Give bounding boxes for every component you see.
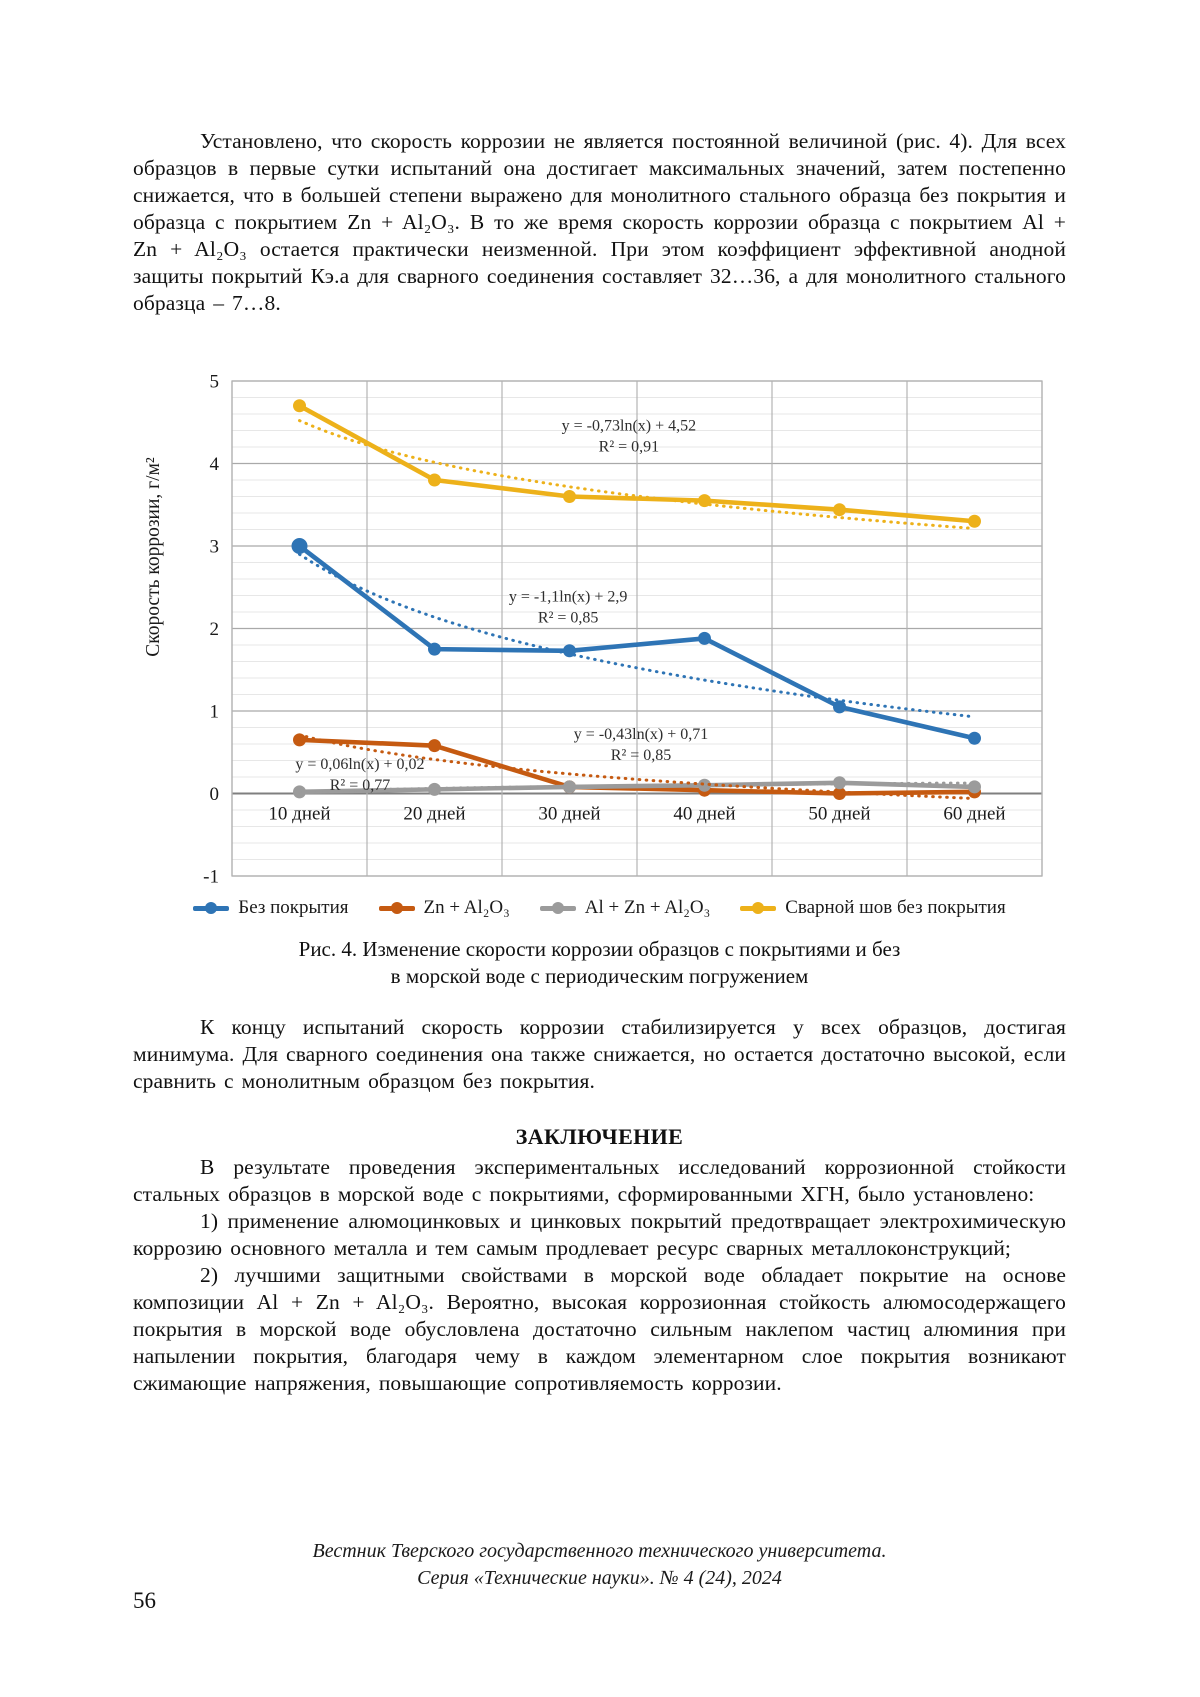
svg-text:5: 5 <box>210 372 220 393</box>
legend-marker-icon <box>740 902 777 915</box>
svg-text:60 дней: 60 дней <box>943 804 1005 825</box>
svg-text:y = -0,73ln(x) + 4,52: y = -0,73ln(x) + 4,52 <box>562 418 696 435</box>
conclusion-intro: В результате проведения экспериментальны… <box>133 1155 1066 1206</box>
legend-item-zn-al2o3: Zn + Al₂O₃ <box>378 897 510 919</box>
journal-title: Вестник Тверского государственного техни… <box>312 1540 887 1562</box>
figure-caption-line-2: в морской воде с периодическим погружени… <box>390 964 809 988</box>
legend-marker-icon <box>378 902 415 915</box>
gridlines <box>231 380 1043 877</box>
svg-text:40 дней: 40 дней <box>673 804 735 825</box>
legend-marker-icon <box>539 902 576 915</box>
figure-4: -1 0 1 2 3 4 5 10 дней 20 дней 30 дней 40 дней 50 д… <box>133 342 1066 937</box>
svg-text:y = -0,43ln(x) + 0,71: y = -0,43ln(x) + 0,71 <box>574 726 708 743</box>
chart-legend: Без покрытия Zn + Al₂O₃ Al + Zn + Al₂O₃ … <box>133 897 1066 919</box>
conclusion-heading: ЗАКЛЮЧЕНИЕ <box>515 1124 684 1149</box>
axis-labels: -1 0 1 2 3 4 5 10 дней 20 дней 30 дней 40 дней 50 д… <box>143 372 1006 888</box>
svg-text:4: 4 <box>210 454 220 475</box>
figure-caption: Рис. 4. Изменение скорости коррозии обра… <box>133 936 1066 990</box>
svg-text:R² = 0,91: R² = 0,91 <box>599 439 660 456</box>
svg-text:2: 2 <box>210 619 220 640</box>
trend-equations: y = -1,1ln(x) + 2,9 R² = 0,85 y = -0,43ln(… <box>295 418 708 794</box>
journal-footer: Вестник Тверского государственного техни… <box>133 1538 1066 1592</box>
legend-label: Без покрытия <box>238 897 349 918</box>
svg-text:3: 3 <box>210 537 220 558</box>
legend-item-al-zn-al2o3: Al + Zn + Al₂O₃ <box>539 897 711 919</box>
svg-text:R² = 0,85: R² = 0,85 <box>611 747 672 764</box>
page-number: 56 <box>133 1588 156 1613</box>
svg-text:Скорость коррозии, г/м²: Скорость коррозии, г/м² <box>143 457 164 657</box>
svg-text:1: 1 <box>210 702 220 723</box>
svg-text:10 дней: 10 дней <box>268 804 330 825</box>
paragraph-test-end: К концу испытаний скорость коррозии стаб… <box>133 1015 1066 1093</box>
conclusion-item-2: 2) лучшими защитными свойствами в морско… <box>133 1263 1066 1395</box>
legend-marker-icon <box>193 902 230 915</box>
legend-label: Сварной шов без покрытия <box>785 897 1006 918</box>
svg-text:y = -1,1ln(x) + 2,9: y = -1,1ln(x) + 2,9 <box>509 588 627 605</box>
corrosion-rate-chart: -1 0 1 2 3 4 5 10 дней 20 дней 30 дней 40 дней 50 д… <box>143 372 1043 888</box>
paragraph-corrosion-rate: Установлено, что скорость коррозии не яв… <box>133 129 1066 315</box>
svg-text:y = 0,06ln(x) + 0,02: y = 0,06ln(x) + 0,02 <box>295 756 424 773</box>
svg-text:30 дней: 30 дней <box>538 804 600 825</box>
legend-item-weld-no-coating: Сварной шов без покрытия <box>740 897 1006 919</box>
trendlines <box>298 419 976 800</box>
legend-label: Zn + Al₂O₃ <box>423 897 510 918</box>
legend-item-no-coating: Без покрытия <box>193 897 349 919</box>
svg-text:-1: -1 <box>203 867 219 888</box>
conclusion-item-1: 1) применение алюмоцинковых и цинковых п… <box>133 1209 1066 1260</box>
journal-issue: Серия «Технические науки». № 4 (24), 202… <box>417 1567 782 1589</box>
legend-label: Al + Zn + Al₂O₃ <box>584 897 711 918</box>
conclusion-section: В результате проведения экспериментальны… <box>133 1154 1066 1397</box>
figure-caption-line-1: Рис. 4. Изменение скорости коррозии обра… <box>298 937 901 961</box>
svg-text:R² = 0,85: R² = 0,85 <box>538 609 599 626</box>
svg-text:0: 0 <box>210 784 220 805</box>
svg-text:R² = 0,77: R² = 0,77 <box>330 777 391 794</box>
discussion-section: К концу испытаний скорость коррозии стаб… <box>133 1014 1066 1095</box>
svg-text:20 дней: 20 дней <box>403 804 465 825</box>
svg-text:50 дней: 50 дней <box>808 804 870 825</box>
intro-section: Установлено, что скорость коррозии не яв… <box>133 128 1066 317</box>
